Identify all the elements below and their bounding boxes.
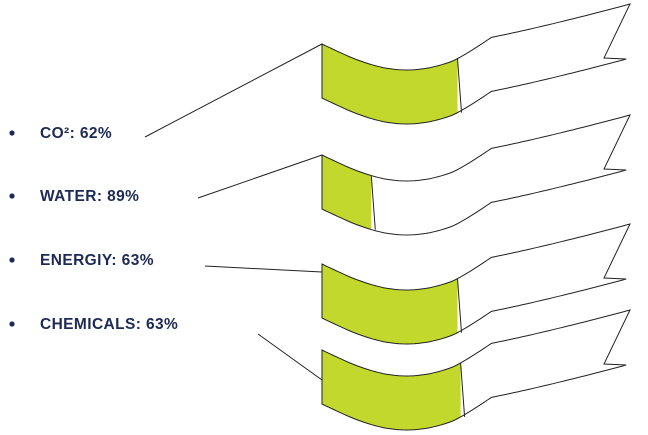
ribbon-fill-1 bbox=[322, 155, 372, 230]
ribbon-divider-3 bbox=[460, 362, 466, 417]
leader-line-3 bbox=[257, 333, 323, 381]
ribbon-divider-0 bbox=[457, 58, 462, 113]
leader-line-0 bbox=[144, 43, 323, 138]
bullet-dot bbox=[9, 321, 15, 327]
ribbon-divider-1 bbox=[370, 175, 376, 230]
label-chemicals: CHEMICALS: 63% bbox=[40, 316, 178, 333]
ribbon-group bbox=[321, 3, 631, 431]
ribbon-outline-0 bbox=[321, 3, 631, 125]
label-water: WATER: 89% bbox=[40, 188, 139, 205]
ribbon-fill-0 bbox=[322, 44, 458, 124]
ribbon-outline-1 bbox=[321, 114, 631, 236]
item-water: WATER: 89% bbox=[9, 188, 139, 205]
ribbon-fill-3 bbox=[322, 350, 461, 430]
ribbon-outline-3 bbox=[321, 309, 631, 431]
leader-line-group bbox=[144, 43, 323, 381]
bullet-dot bbox=[9, 130, 15, 136]
item-co2: CO²: 62% bbox=[9, 125, 112, 142]
bullet-dot bbox=[9, 257, 15, 263]
label-group: CO²: 62% WATER: 89% ENERGIY: 63% CHEMICA… bbox=[9, 125, 178, 333]
ribbon-outline-2 bbox=[321, 223, 631, 345]
label-energy: ENERGIY: 63% bbox=[40, 252, 154, 269]
bullet-dot bbox=[9, 193, 15, 199]
item-energy: ENERGIY: 63% bbox=[9, 252, 154, 269]
label-co2: CO²: 62% bbox=[40, 125, 112, 142]
ribbon-divider-2 bbox=[457, 278, 462, 333]
item-chemicals: CHEMICALS: 63% bbox=[9, 316, 178, 333]
leader-line-2 bbox=[204, 265, 323, 273]
ribbon-fill-2 bbox=[322, 264, 458, 344]
leader-line-1 bbox=[197, 154, 323, 199]
